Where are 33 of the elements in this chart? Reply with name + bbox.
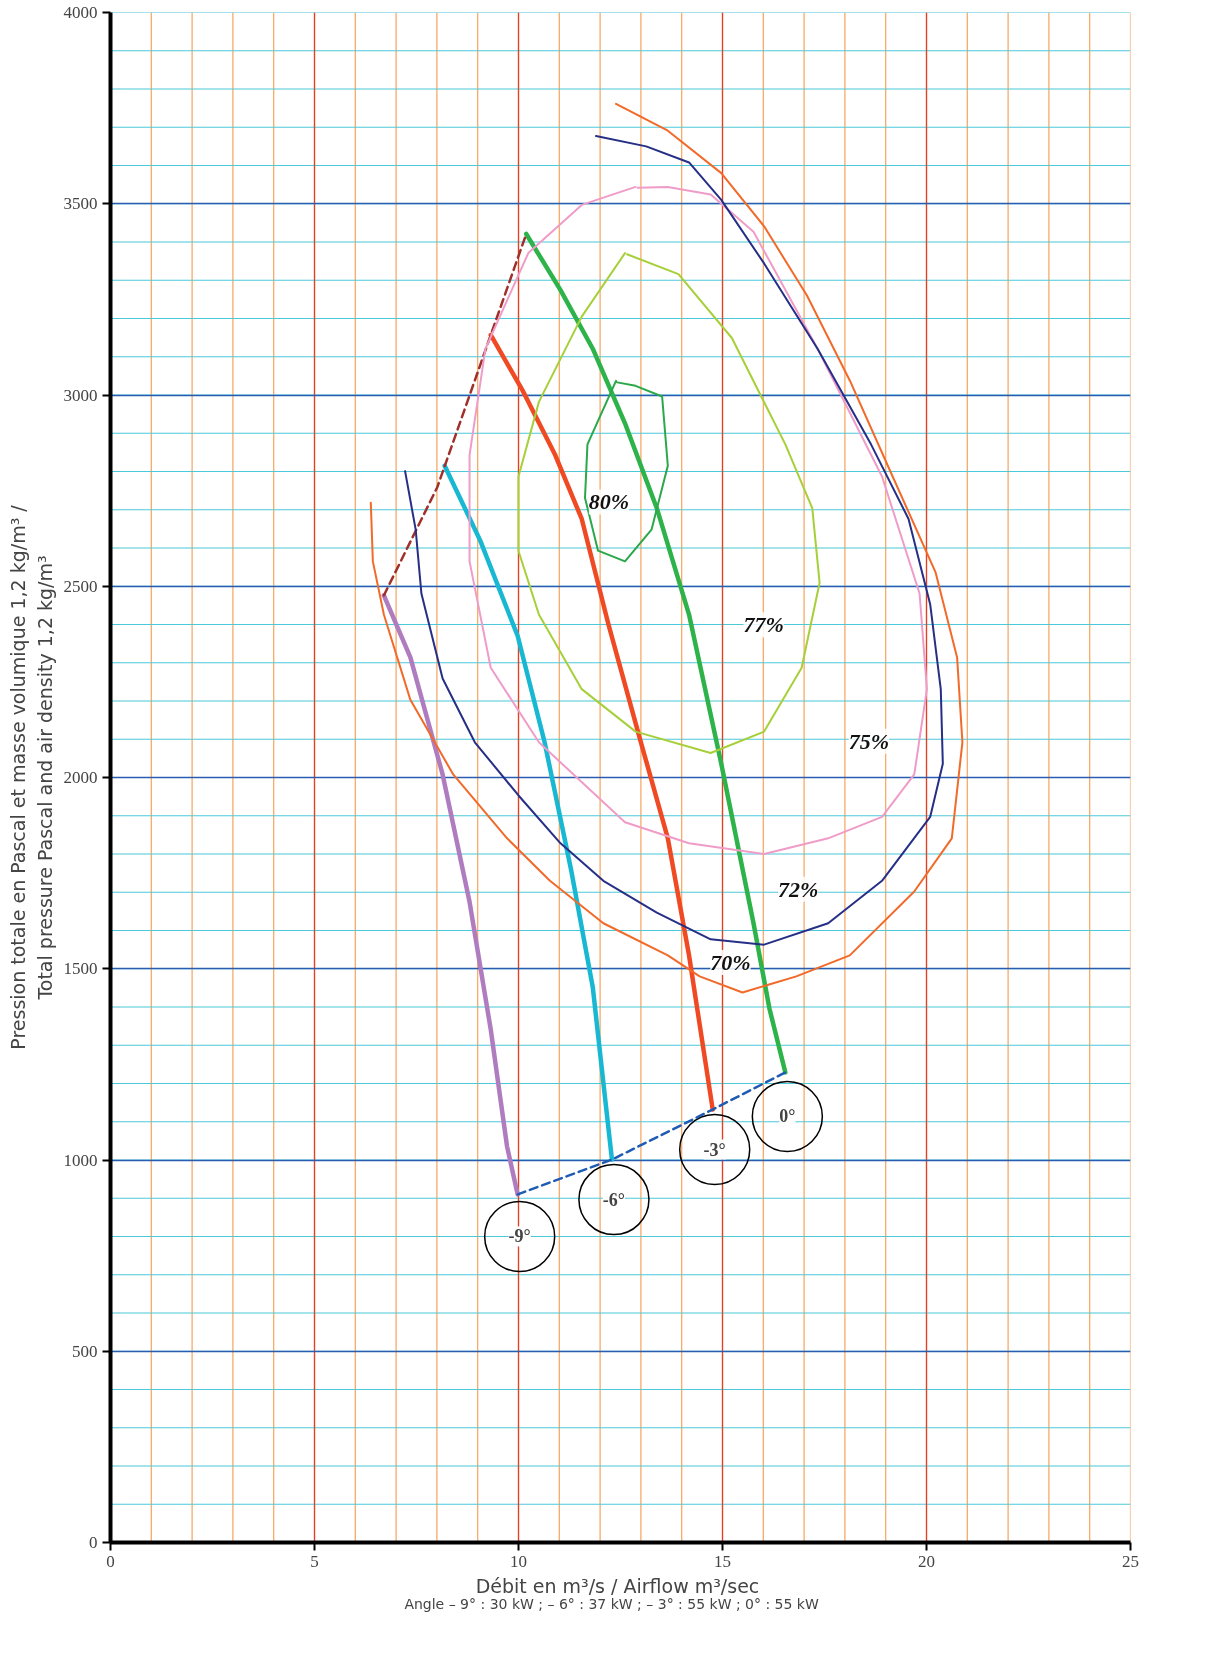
series-label: 80%	[588, 489, 630, 515]
line-series	[584, 379, 669, 563]
y-tick-label: 1500	[63, 959, 98, 979]
line-series	[404, 135, 944, 946]
x-axis-title: Débit en m³/s / Airflow m³/sec	[475, 1574, 760, 1597]
y-tick-label: 0	[89, 1533, 98, 1552]
y-tick-label: 4000	[63, 3, 98, 22]
x-tick-label: 20	[918, 1551, 935, 1571]
y-tick-label: 3000	[63, 385, 98, 405]
x-tick-label: 0	[106, 1551, 115, 1571]
series-label: -3°	[703, 1139, 726, 1160]
series-label: -9°	[508, 1226, 531, 1247]
series-label: 0°	[779, 1106, 796, 1127]
x-tick-label: 10	[510, 1551, 527, 1571]
line-series	[381, 593, 520, 1197]
y-tick-label: 500	[72, 1341, 98, 1361]
y-tick-label: 2500	[63, 576, 98, 596]
text: Angle – 9° : 30 kW ; – 6° : 37 kW ; – 3° : 55 kW ; 0° : 55 kW	[404, 1595, 819, 1612]
x-tick-label: 15	[714, 1551, 731, 1571]
y-tick-label: 2000	[63, 768, 98, 787]
y-tick-label: 3500	[63, 194, 98, 214]
y-tick-label: 1000	[63, 1150, 98, 1170]
series-label: -6°	[602, 1189, 626, 1210]
series-label: 77%	[743, 612, 784, 638]
x-tick-label: 25	[1122, 1551, 1139, 1571]
line-series	[517, 252, 821, 755]
line-series	[468, 185, 928, 855]
y-axis-title: Pression totale en Pascal et masse volumique 1,2 kg/m³ / Total pressure Pascal and air density 1,2 kg/m³	[7, 504, 56, 1050]
series-label: 72%	[778, 876, 819, 902]
x-tick-label: 5	[310, 1551, 319, 1571]
line-series	[369, 102, 964, 994]
series-label: 75%	[848, 728, 890, 754]
series-label: 70%	[710, 949, 751, 975]
